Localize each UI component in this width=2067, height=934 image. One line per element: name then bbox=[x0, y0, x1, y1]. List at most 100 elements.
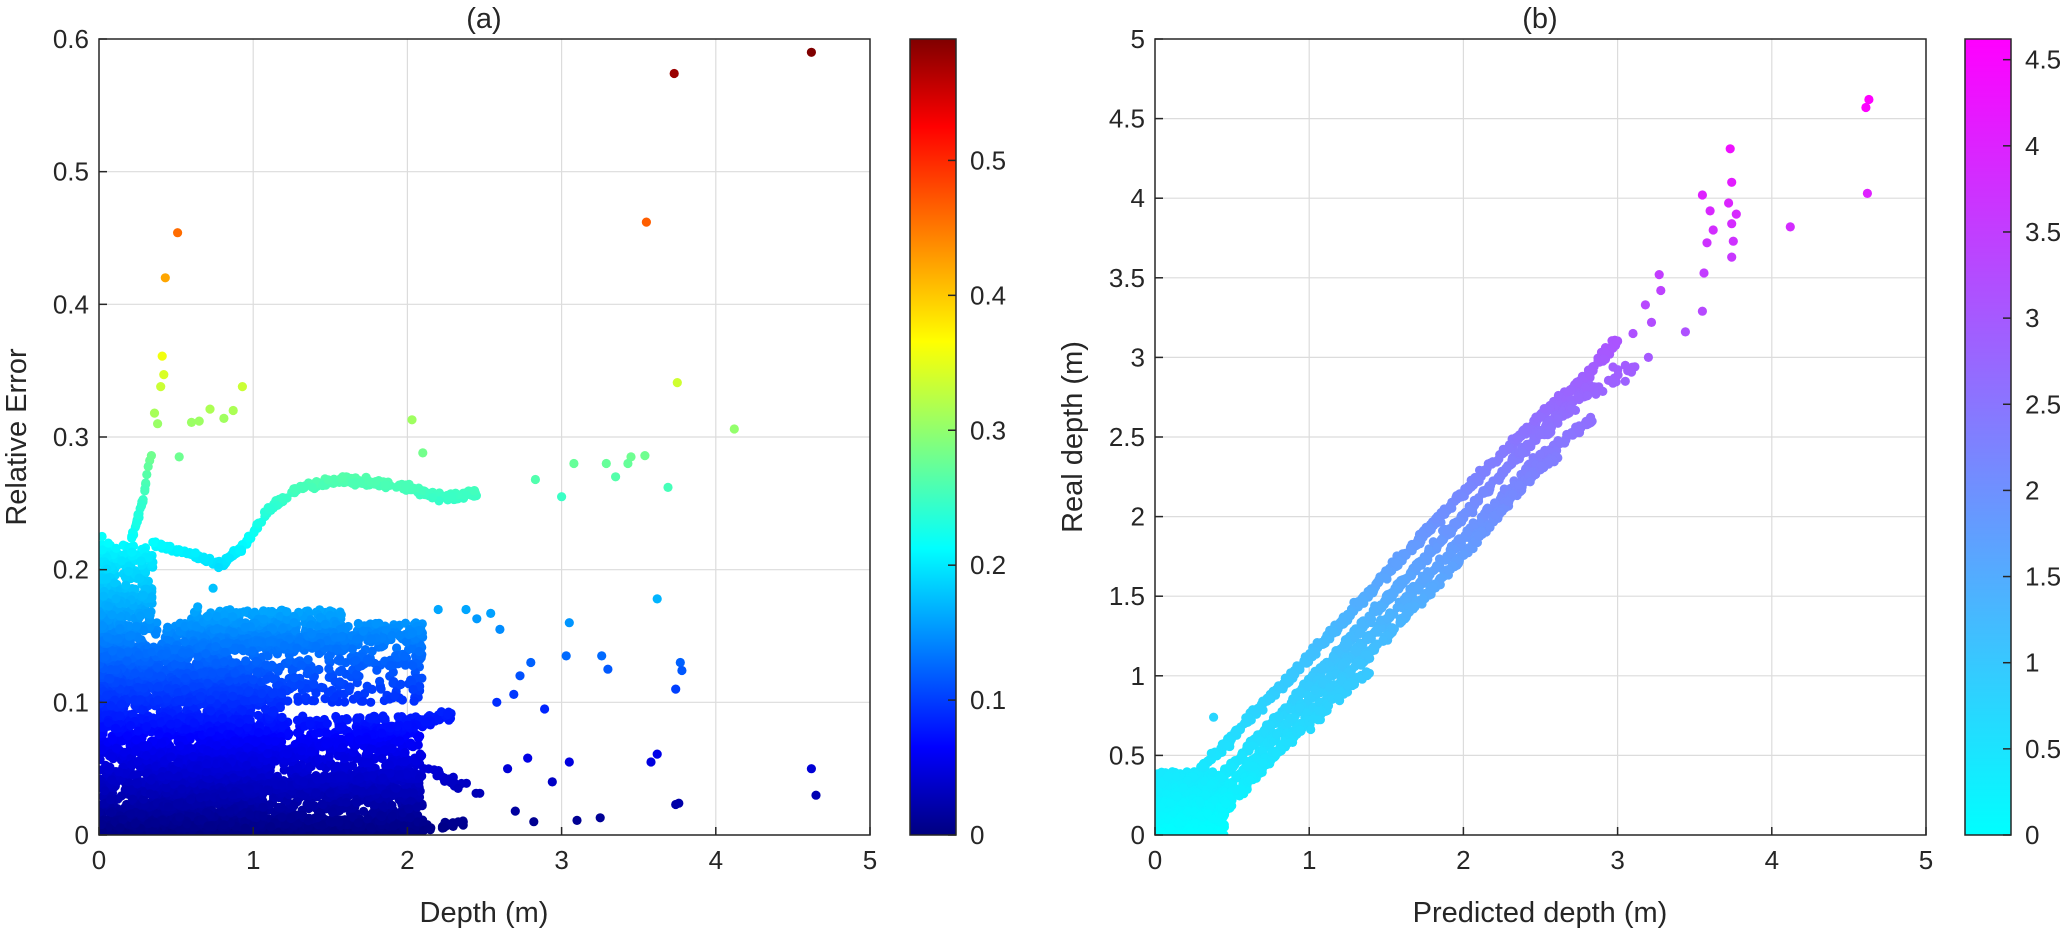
chart-a-point bbox=[127, 547, 137, 557]
chart-a-point bbox=[409, 696, 419, 706]
chart-a-point bbox=[348, 812, 358, 822]
chart-a-point bbox=[292, 728, 303, 738]
chart-a-point bbox=[302, 683, 312, 693]
chart-a-point bbox=[406, 738, 416, 748]
chart-a-point bbox=[219, 657, 229, 667]
chart-a-point bbox=[163, 684, 173, 694]
chart-a-point bbox=[136, 809, 146, 819]
chart-a-point bbox=[104, 765, 114, 775]
chart-a-title: (a) bbox=[466, 3, 501, 35]
chart-a-point bbox=[339, 761, 349, 771]
chart-a-point bbox=[289, 673, 299, 683]
chart-a-point bbox=[375, 676, 385, 687]
chart-a-point bbox=[126, 721, 136, 731]
chart-a-point bbox=[359, 806, 369, 817]
chart-a-point bbox=[195, 712, 205, 722]
chart-a-point bbox=[347, 644, 357, 654]
chart-a-point bbox=[131, 735, 141, 745]
chart-a-point bbox=[194, 830, 204, 835]
chart-a-point bbox=[111, 743, 121, 753]
chart-a-point bbox=[325, 788, 335, 798]
chart-a-point bbox=[241, 656, 251, 666]
chart-a-point bbox=[309, 696, 320, 706]
chart-a-point bbox=[248, 768, 258, 779]
chart-a-point bbox=[377, 811, 387, 822]
chart-a-point bbox=[378, 800, 388, 811]
chart-a-point bbox=[317, 799, 327, 809]
chart-a-point bbox=[334, 817, 344, 827]
chart-a-point bbox=[99, 807, 104, 817]
chart-a-point bbox=[171, 677, 181, 687]
chart-a-point bbox=[303, 655, 313, 665]
chart-a-point bbox=[400, 747, 410, 758]
chart-a-point bbox=[152, 682, 163, 692]
chart-a-point bbox=[198, 781, 208, 791]
chart-a-point bbox=[280, 819, 290, 829]
chart-a-point bbox=[408, 684, 418, 695]
chart-a-point bbox=[311, 787, 321, 798]
chart-a-point bbox=[224, 676, 234, 686]
chart-a-point bbox=[413, 740, 423, 750]
chart-a-point bbox=[386, 660, 396, 670]
chart-a-point bbox=[185, 732, 195, 742]
chart-a-point bbox=[203, 678, 213, 689]
chart-a-point bbox=[105, 795, 116, 805]
chart-a-point bbox=[341, 797, 351, 808]
chart-a-point bbox=[323, 729, 333, 739]
chart-a-point bbox=[136, 556, 146, 566]
chart-a-point bbox=[288, 665, 298, 675]
chart-a-point bbox=[293, 763, 303, 773]
chart-a-point bbox=[327, 817, 337, 828]
chart-a-point bbox=[286, 813, 296, 824]
chart-a-point bbox=[156, 671, 166, 681]
chart-a-point bbox=[135, 611, 146, 621]
chart-a-point bbox=[353, 818, 363, 828]
chart-a-point bbox=[289, 801, 299, 811]
chart-a-point bbox=[395, 680, 405, 690]
chart-a-point bbox=[296, 660, 306, 670]
chart-a-point bbox=[276, 802, 286, 812]
chart-a-point bbox=[380, 745, 390, 755]
chart-a-point bbox=[144, 669, 154, 679]
chart-a-point bbox=[256, 772, 266, 782]
chart-a-point bbox=[358, 696, 368, 706]
chart-a-point bbox=[141, 750, 151, 761]
chart-a-points bbox=[99, 47, 821, 835]
chart-a-point bbox=[268, 673, 278, 684]
chart-a-point bbox=[405, 812, 415, 823]
chart-a-point bbox=[99, 819, 107, 830]
chart-a-point bbox=[166, 752, 176, 762]
chart-a-point bbox=[130, 668, 140, 679]
chart-a-point bbox=[163, 622, 173, 632]
chart-a-point bbox=[335, 656, 345, 666]
chart-a-point bbox=[107, 775, 117, 785]
chart-a-point bbox=[216, 667, 226, 678]
chart-a-point bbox=[344, 682, 354, 692]
chart-a-point bbox=[408, 788, 418, 798]
chart-a-point bbox=[144, 609, 154, 619]
chart-a-point bbox=[335, 677, 345, 687]
chart-a-point bbox=[309, 801, 319, 811]
chart-a-point bbox=[126, 630, 136, 641]
chart-a-point bbox=[372, 665, 382, 675]
chart-a-point bbox=[351, 655, 361, 665]
chart-a-point bbox=[219, 820, 229, 830]
chart-a-point bbox=[145, 789, 155, 799]
chart-a-point bbox=[166, 719, 176, 729]
chart-a-point bbox=[411, 756, 421, 766]
chart-a-point bbox=[132, 779, 142, 789]
chart-a-point bbox=[395, 736, 405, 746]
chart-a-point bbox=[203, 821, 213, 831]
chart-a-point bbox=[115, 823, 125, 833]
chart-a-point bbox=[317, 820, 327, 831]
chart-a-point bbox=[188, 682, 198, 692]
chart-a-point bbox=[391, 783, 401, 793]
chart-a-point bbox=[182, 819, 192, 829]
chart-a-point bbox=[225, 806, 235, 816]
chart-a-point bbox=[99, 545, 107, 555]
chart-a-point bbox=[392, 643, 402, 653]
chart-a-point bbox=[138, 590, 149, 600]
chart-a-point bbox=[228, 773, 239, 783]
chart-a-point bbox=[366, 822, 376, 832]
chart-a-point bbox=[371, 618, 381, 629]
